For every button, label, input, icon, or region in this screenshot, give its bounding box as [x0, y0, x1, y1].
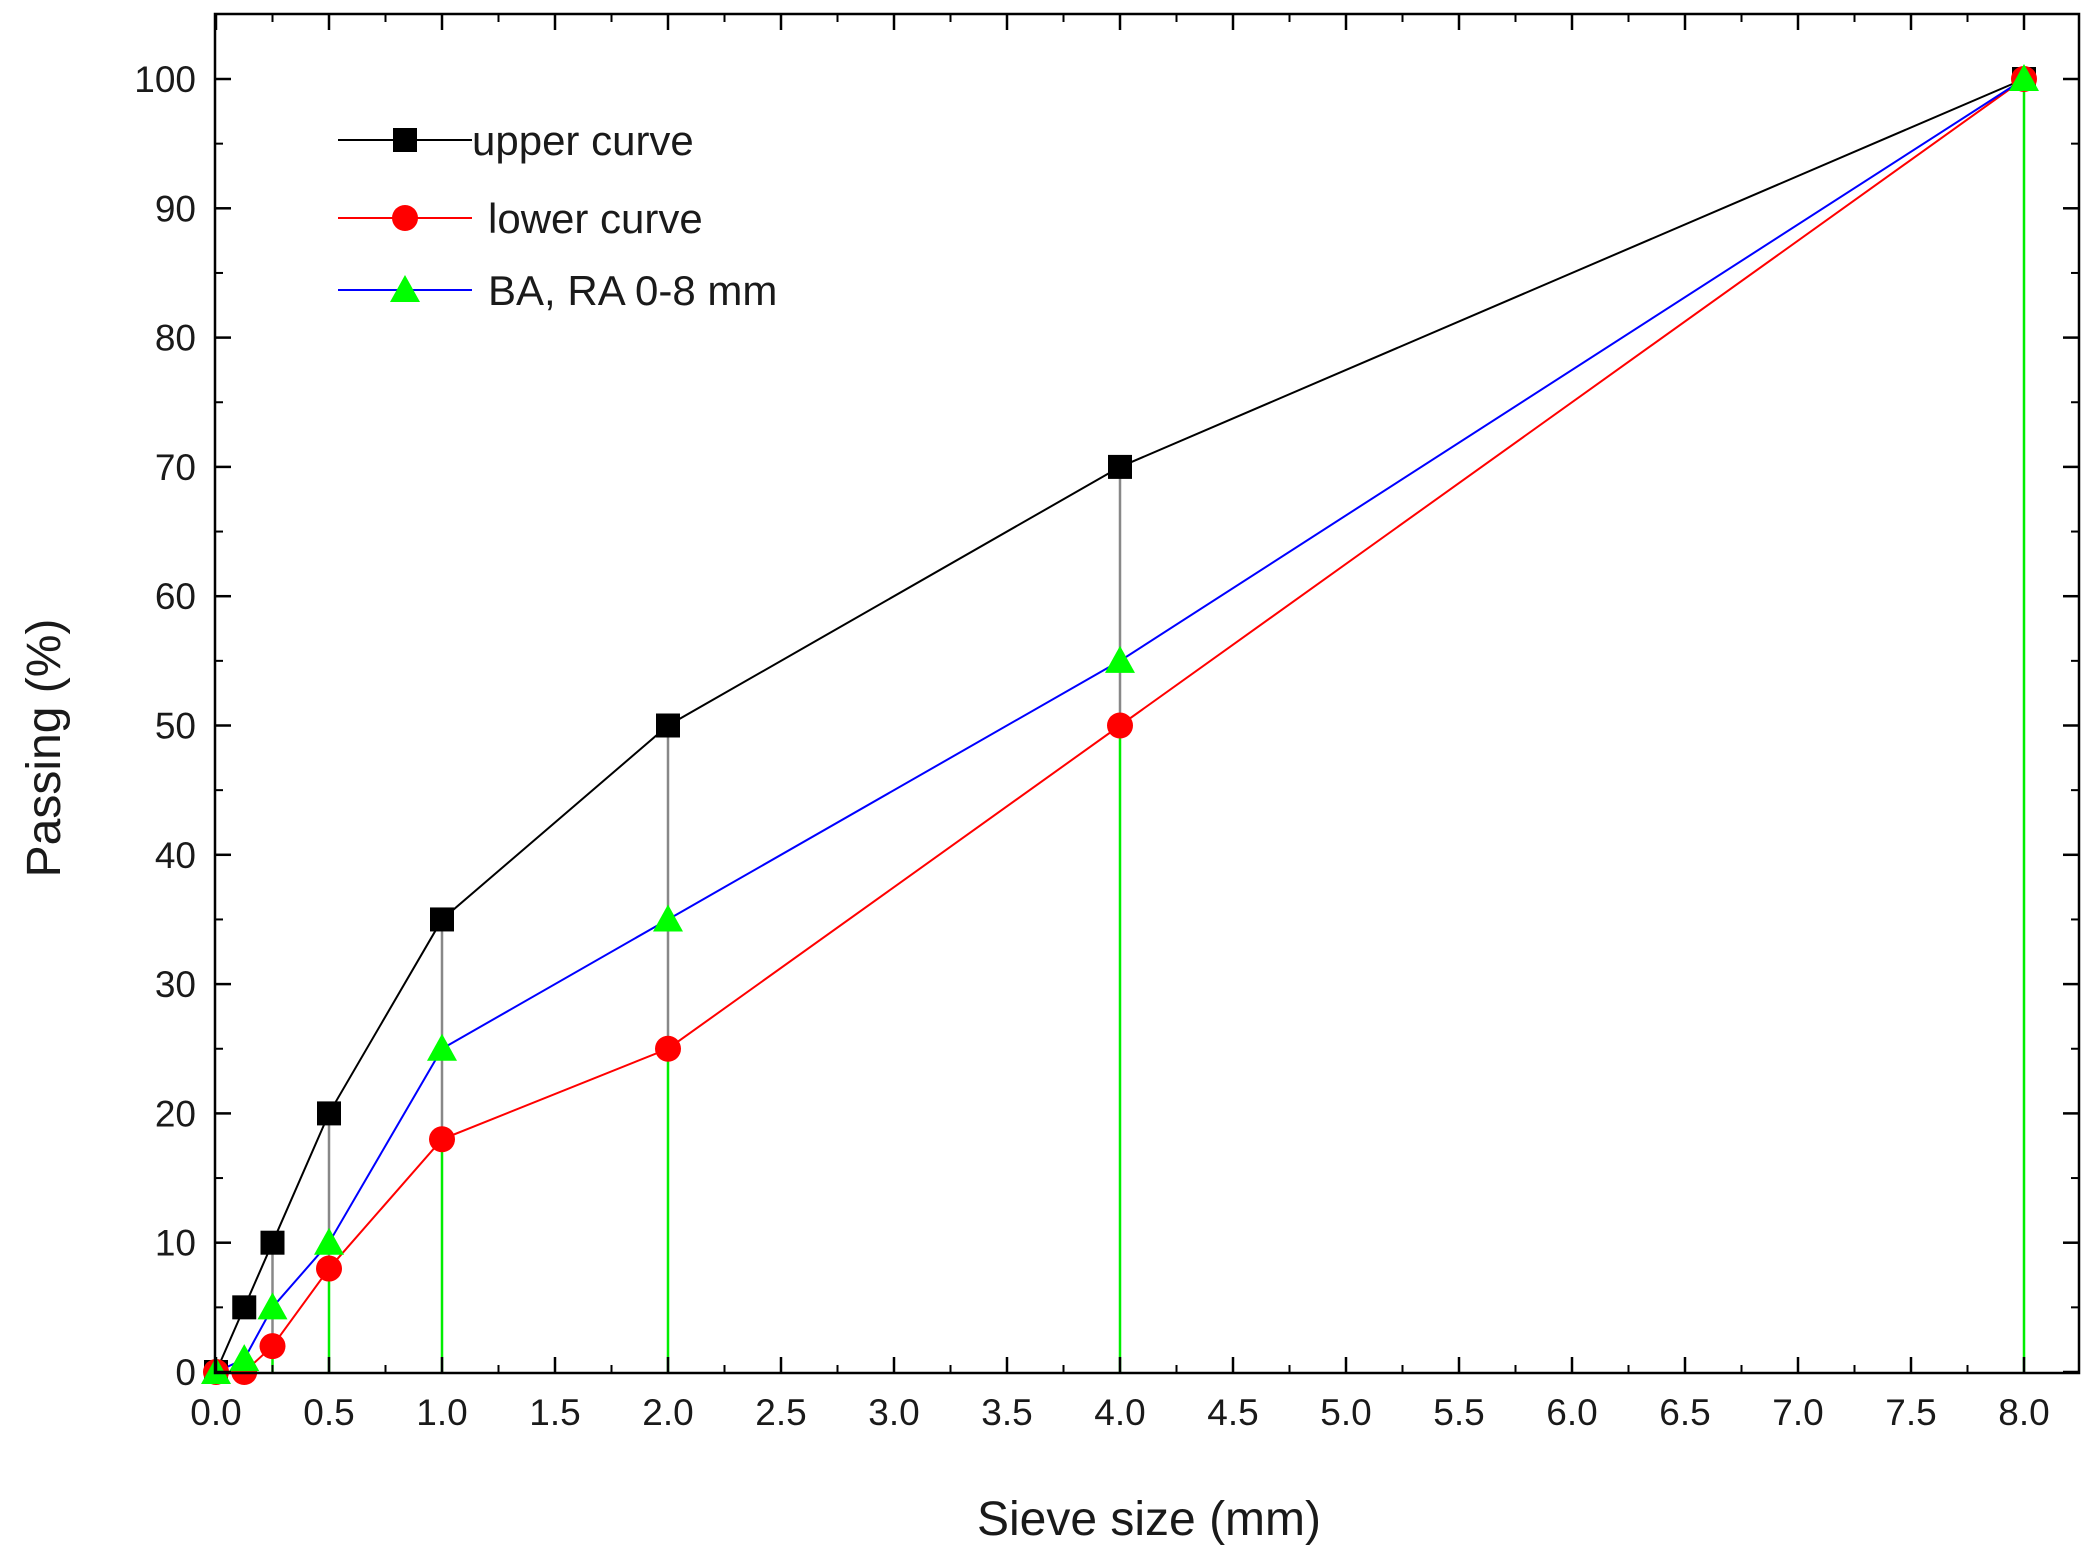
- tick-labels: 0.0 0.5 1.0 1.5 2.0 2.5 3.0 3.5 4.0 4.5 5.0 5.5 6.0 6…: [134, 59, 2049, 1433]
- marker-upper: [656, 713, 680, 738]
- y-tick-label: 30: [155, 964, 196, 1005]
- marker-lower: [655, 1035, 681, 1062]
- y-tick-label: 10: [155, 1223, 196, 1264]
- x-axis-title: Sieve size (mm): [977, 1493, 1321, 1546]
- y-tick-label: 40: [155, 835, 196, 876]
- marker-ba-ra: [427, 1033, 457, 1061]
- marker-ba-ra: [653, 904, 683, 932]
- x-tick-label: 8.0: [1998, 1392, 2049, 1433]
- marker-lower: [1107, 712, 1133, 739]
- legend-label: BA, RA 0-8 mm: [488, 267, 777, 314]
- legend-marker: [393, 128, 417, 152]
- x-tick-label: 1.0: [416, 1392, 467, 1433]
- marker-upper: [430, 907, 454, 932]
- ticks: [214, 14, 2079, 1374]
- x-tick-label: 0.5: [303, 1392, 354, 1433]
- legend-marker: [390, 275, 420, 302]
- y-axis-title: Passing (%): [18, 619, 71, 878]
- marker-lower: [429, 1126, 455, 1153]
- plot-frame: [213, 12, 2081, 1375]
- x-tick-label: 0.0: [190, 1392, 241, 1433]
- y-tick-label: 60: [155, 576, 196, 617]
- marker-upper: [317, 1101, 341, 1126]
- y-tick-label: 20: [155, 1093, 196, 1134]
- y-tick-label: 100: [134, 59, 196, 100]
- x-tick-label: 3.5: [981, 1392, 1032, 1433]
- marker-ba-ra: [2009, 64, 2039, 91]
- y-tick-label: 90: [155, 188, 196, 229]
- x-tick-label: 6.0: [1546, 1392, 1597, 1433]
- legend-label: upper curve: [472, 117, 694, 164]
- marker-ba-ra: [314, 1227, 344, 1255]
- x-tick-label: 6.5: [1659, 1392, 1710, 1433]
- x-tick-label: 2.0: [642, 1392, 693, 1433]
- x-tick-label: 4.0: [1094, 1392, 1145, 1433]
- y-tick-label: 50: [155, 706, 196, 747]
- series-line-3: [215, 78, 2025, 1373]
- marker-ba-ra: [257, 1292, 288, 1320]
- legend-marker: [392, 205, 418, 231]
- legend-label: lower curve: [488, 195, 703, 242]
- marker-upper: [1108, 454, 1132, 479]
- x-tick-label: 3.0: [868, 1392, 919, 1433]
- x-tick-label: 7.0: [1772, 1392, 1823, 1433]
- marker-lower: [316, 1255, 342, 1282]
- marker-upper: [260, 1230, 285, 1255]
- x-tick-label: 5.0: [1320, 1392, 1371, 1433]
- x-tick-label: 7.5: [1885, 1392, 1936, 1433]
- marker-ba-ra: [229, 1344, 260, 1372]
- legend: upper curve lower curve BA, RA 0-8 mm: [338, 117, 777, 314]
- x-tick-label: 1.5: [529, 1392, 580, 1433]
- x-tick-label: 4.5: [1207, 1392, 1258, 1433]
- y-tick-label: 70: [155, 447, 196, 488]
- marker-upper: [232, 1295, 257, 1320]
- y-tick-label: 80: [155, 318, 196, 359]
- marker-ba-ra: [1105, 645, 1135, 673]
- y-tick-label: 0: [175, 1352, 196, 1393]
- marker-lower: [259, 1333, 286, 1360]
- markers: [201, 64, 2039, 1385]
- x-tick-label: 5.5: [1433, 1392, 1484, 1433]
- x-tick-label: 2.5: [755, 1392, 806, 1433]
